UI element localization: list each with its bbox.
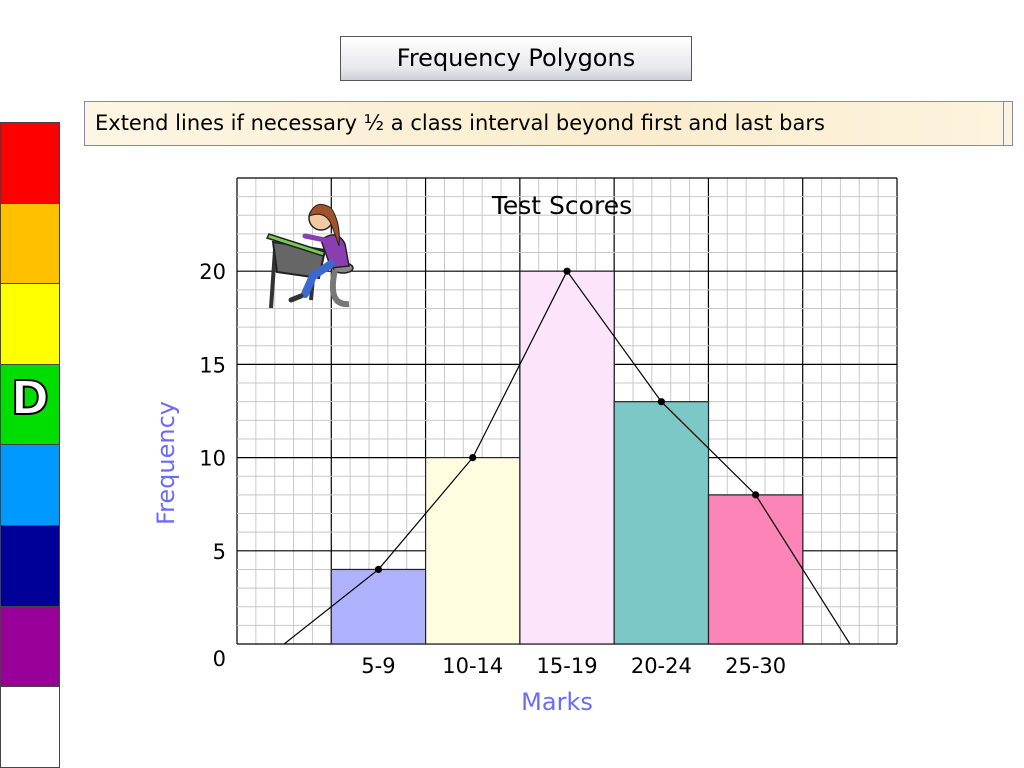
polygon-point bbox=[752, 491, 760, 499]
polygon-point bbox=[469, 454, 477, 462]
chart-title: Test Scores bbox=[491, 191, 632, 220]
banner-divider bbox=[1003, 102, 1004, 145]
y-axis-label: Frequency bbox=[152, 401, 180, 525]
level-band bbox=[0, 605, 60, 688]
instruction-text: Extend lines if necessary ½ a class inte… bbox=[95, 111, 825, 135]
level-band bbox=[0, 525, 60, 607]
level-band bbox=[0, 283, 60, 365]
y-tick-label: 20 bbox=[199, 260, 226, 284]
x-tick-label: 5-9 bbox=[361, 654, 395, 678]
x-tick-label: 20-24 bbox=[631, 654, 692, 678]
y-tick-label: 15 bbox=[199, 353, 226, 377]
level-band bbox=[0, 686, 60, 768]
x-tick-label: 15-19 bbox=[537, 654, 598, 678]
instruction-banner: Extend lines if necessary ½ a class inte… bbox=[84, 101, 1013, 146]
level-letter: D bbox=[10, 370, 50, 426]
y-tick-label: 5 bbox=[213, 540, 226, 564]
polygon-point bbox=[657, 398, 665, 406]
bar-20-24 bbox=[613, 401, 710, 645]
x-category-labels: 5-9 10-14 15-19 20-24 25-30 bbox=[361, 654, 786, 678]
y-tick-label: 10 bbox=[199, 447, 226, 471]
slide-title: Frequency Polygons bbox=[340, 36, 692, 81]
frequency-polygon bbox=[283, 267, 851, 645]
student-clipart bbox=[265, 203, 354, 309]
polygon-point bbox=[563, 267, 571, 275]
level-band: D bbox=[0, 363, 60, 446]
x-tick-label: 10-14 bbox=[442, 654, 503, 678]
level-color-strip: D bbox=[0, 122, 60, 768]
x-tick-label: 25-30 bbox=[725, 654, 786, 678]
polygon-point bbox=[374, 565, 383, 574]
level-band bbox=[0, 444, 60, 526]
y-tick-label: 0 bbox=[213, 647, 226, 671]
level-band bbox=[0, 122, 60, 204]
x-axis-label: Marks bbox=[521, 688, 593, 716]
y-tick-labels: 0 5 10 15 20 bbox=[199, 260, 226, 671]
bar-10-14 bbox=[425, 457, 521, 645]
bar-25-30 bbox=[707, 494, 804, 645]
bar-5-9 bbox=[330, 568, 427, 645]
bar-15-19 bbox=[519, 270, 615, 645]
